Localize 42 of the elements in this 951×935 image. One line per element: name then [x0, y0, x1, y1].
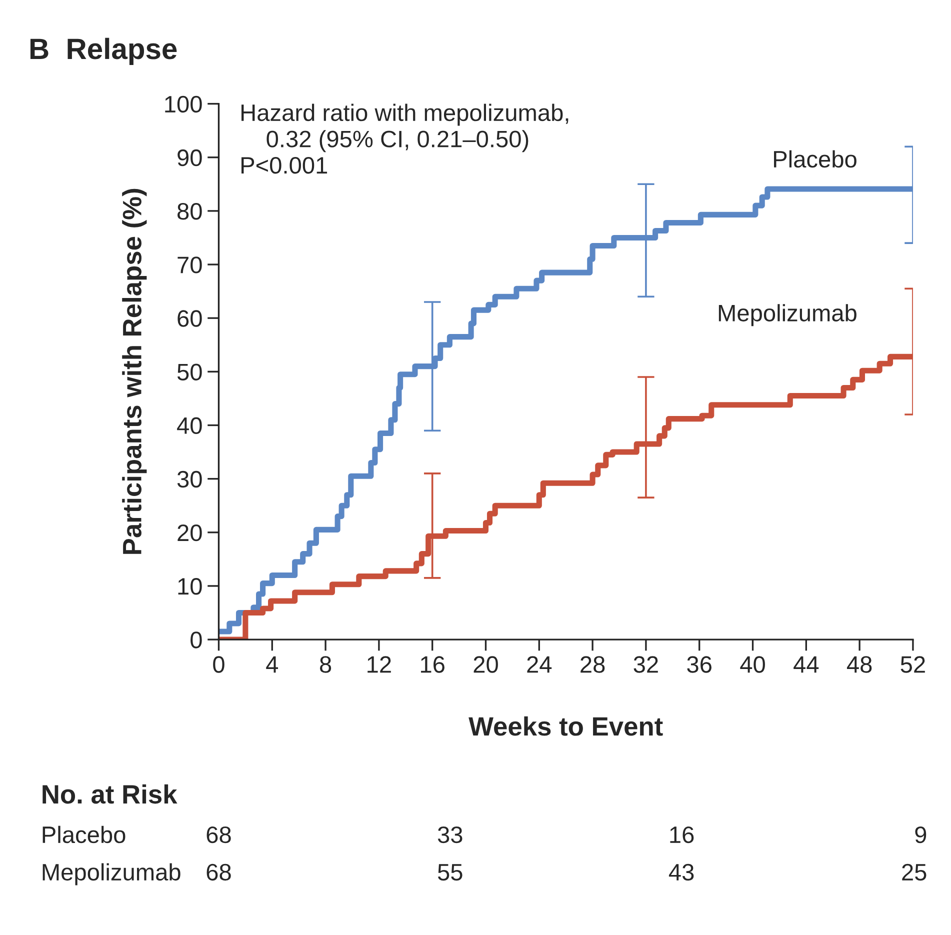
- x-tick-label: 8: [320, 656, 332, 673]
- text: 25: [902, 864, 926, 881]
- y-axis-title: Participants with Relapse (%): [122, 188, 147, 554]
- x-tick-label: 32: [634, 656, 658, 673]
- x-tick-label: 12: [368, 656, 391, 673]
- x-tick-label: 40: [740, 656, 765, 673]
- y-tick-label: 80: [178, 203, 202, 220]
- annotation: Hazard ratio with mepolizumab, 0.32 (95% CI, 0.21–0.50) P<0.001: [241, 104, 568, 174]
- text: 55: [438, 864, 462, 881]
- text: No. at Risk: [42, 784, 178, 804]
- x-tick-label: 0: [213, 656, 224, 673]
- text: 43: [668, 864, 694, 881]
- y-tick-label: 50: [177, 364, 202, 380]
- text: 68: [206, 826, 231, 844]
- x-tick-label: 24: [527, 656, 552, 673]
- x-axis-title: Weeks to Event: [468, 716, 663, 736]
- x-tick-label: 4: [266, 656, 278, 673]
- text: 9: [915, 826, 926, 844]
- chart-title: B Relapse: [30, 38, 177, 66]
- y-tick-label: 70: [178, 256, 202, 274]
- x-tick-label: 16: [421, 656, 444, 673]
- x-tick-label: 28: [580, 656, 605, 673]
- text: Mepolizumab: [42, 863, 180, 886]
- y-tick-label: 100: [165, 96, 202, 113]
- y-tick-label: 20: [178, 524, 202, 542]
- text: Placebo: [42, 826, 126, 844]
- x-tick-label: 20: [474, 656, 498, 673]
- series-label: Mepolizumab: [718, 304, 856, 326]
- y-tick-label: 40: [177, 417, 202, 434]
- y-tick-label: 30: [177, 470, 202, 488]
- y-tick-label: 90: [178, 149, 202, 166]
- y-tick-label: 0: [190, 632, 202, 648]
- text: 68: [206, 864, 231, 881]
- x-tick-label: 48: [846, 656, 872, 673]
- x-tick-label: 52: [900, 656, 925, 673]
- text: 33: [438, 826, 462, 844]
- x-tick-label: 44: [794, 656, 819, 673]
- y-tick-label: 10: [178, 578, 202, 595]
- y-tick-label: 60: [178, 310, 202, 327]
- series-label: Placebo: [774, 150, 856, 168]
- text: 16: [670, 826, 694, 844]
- x-tick-label: 36: [687, 656, 712, 673]
